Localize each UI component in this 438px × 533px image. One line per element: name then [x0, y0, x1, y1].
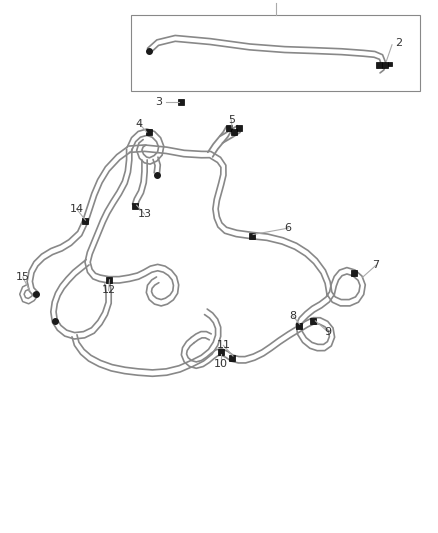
- Text: 10: 10: [214, 359, 228, 368]
- Text: 3: 3: [155, 98, 162, 107]
- Text: 6: 6: [285, 223, 292, 233]
- Text: 8: 8: [289, 311, 296, 320]
- Text: 1: 1: [272, 0, 279, 2]
- Text: 5: 5: [228, 115, 235, 125]
- Text: 11: 11: [216, 341, 230, 350]
- Text: 9: 9: [324, 327, 331, 336]
- Text: 13: 13: [138, 209, 152, 219]
- Text: 2: 2: [395, 38, 402, 47]
- Text: 15: 15: [16, 272, 30, 282]
- Text: 12: 12: [102, 286, 116, 295]
- Bar: [131, 15, 420, 91]
- Text: 7: 7: [372, 261, 379, 270]
- Text: 4: 4: [136, 119, 143, 128]
- Text: 14: 14: [70, 204, 84, 214]
